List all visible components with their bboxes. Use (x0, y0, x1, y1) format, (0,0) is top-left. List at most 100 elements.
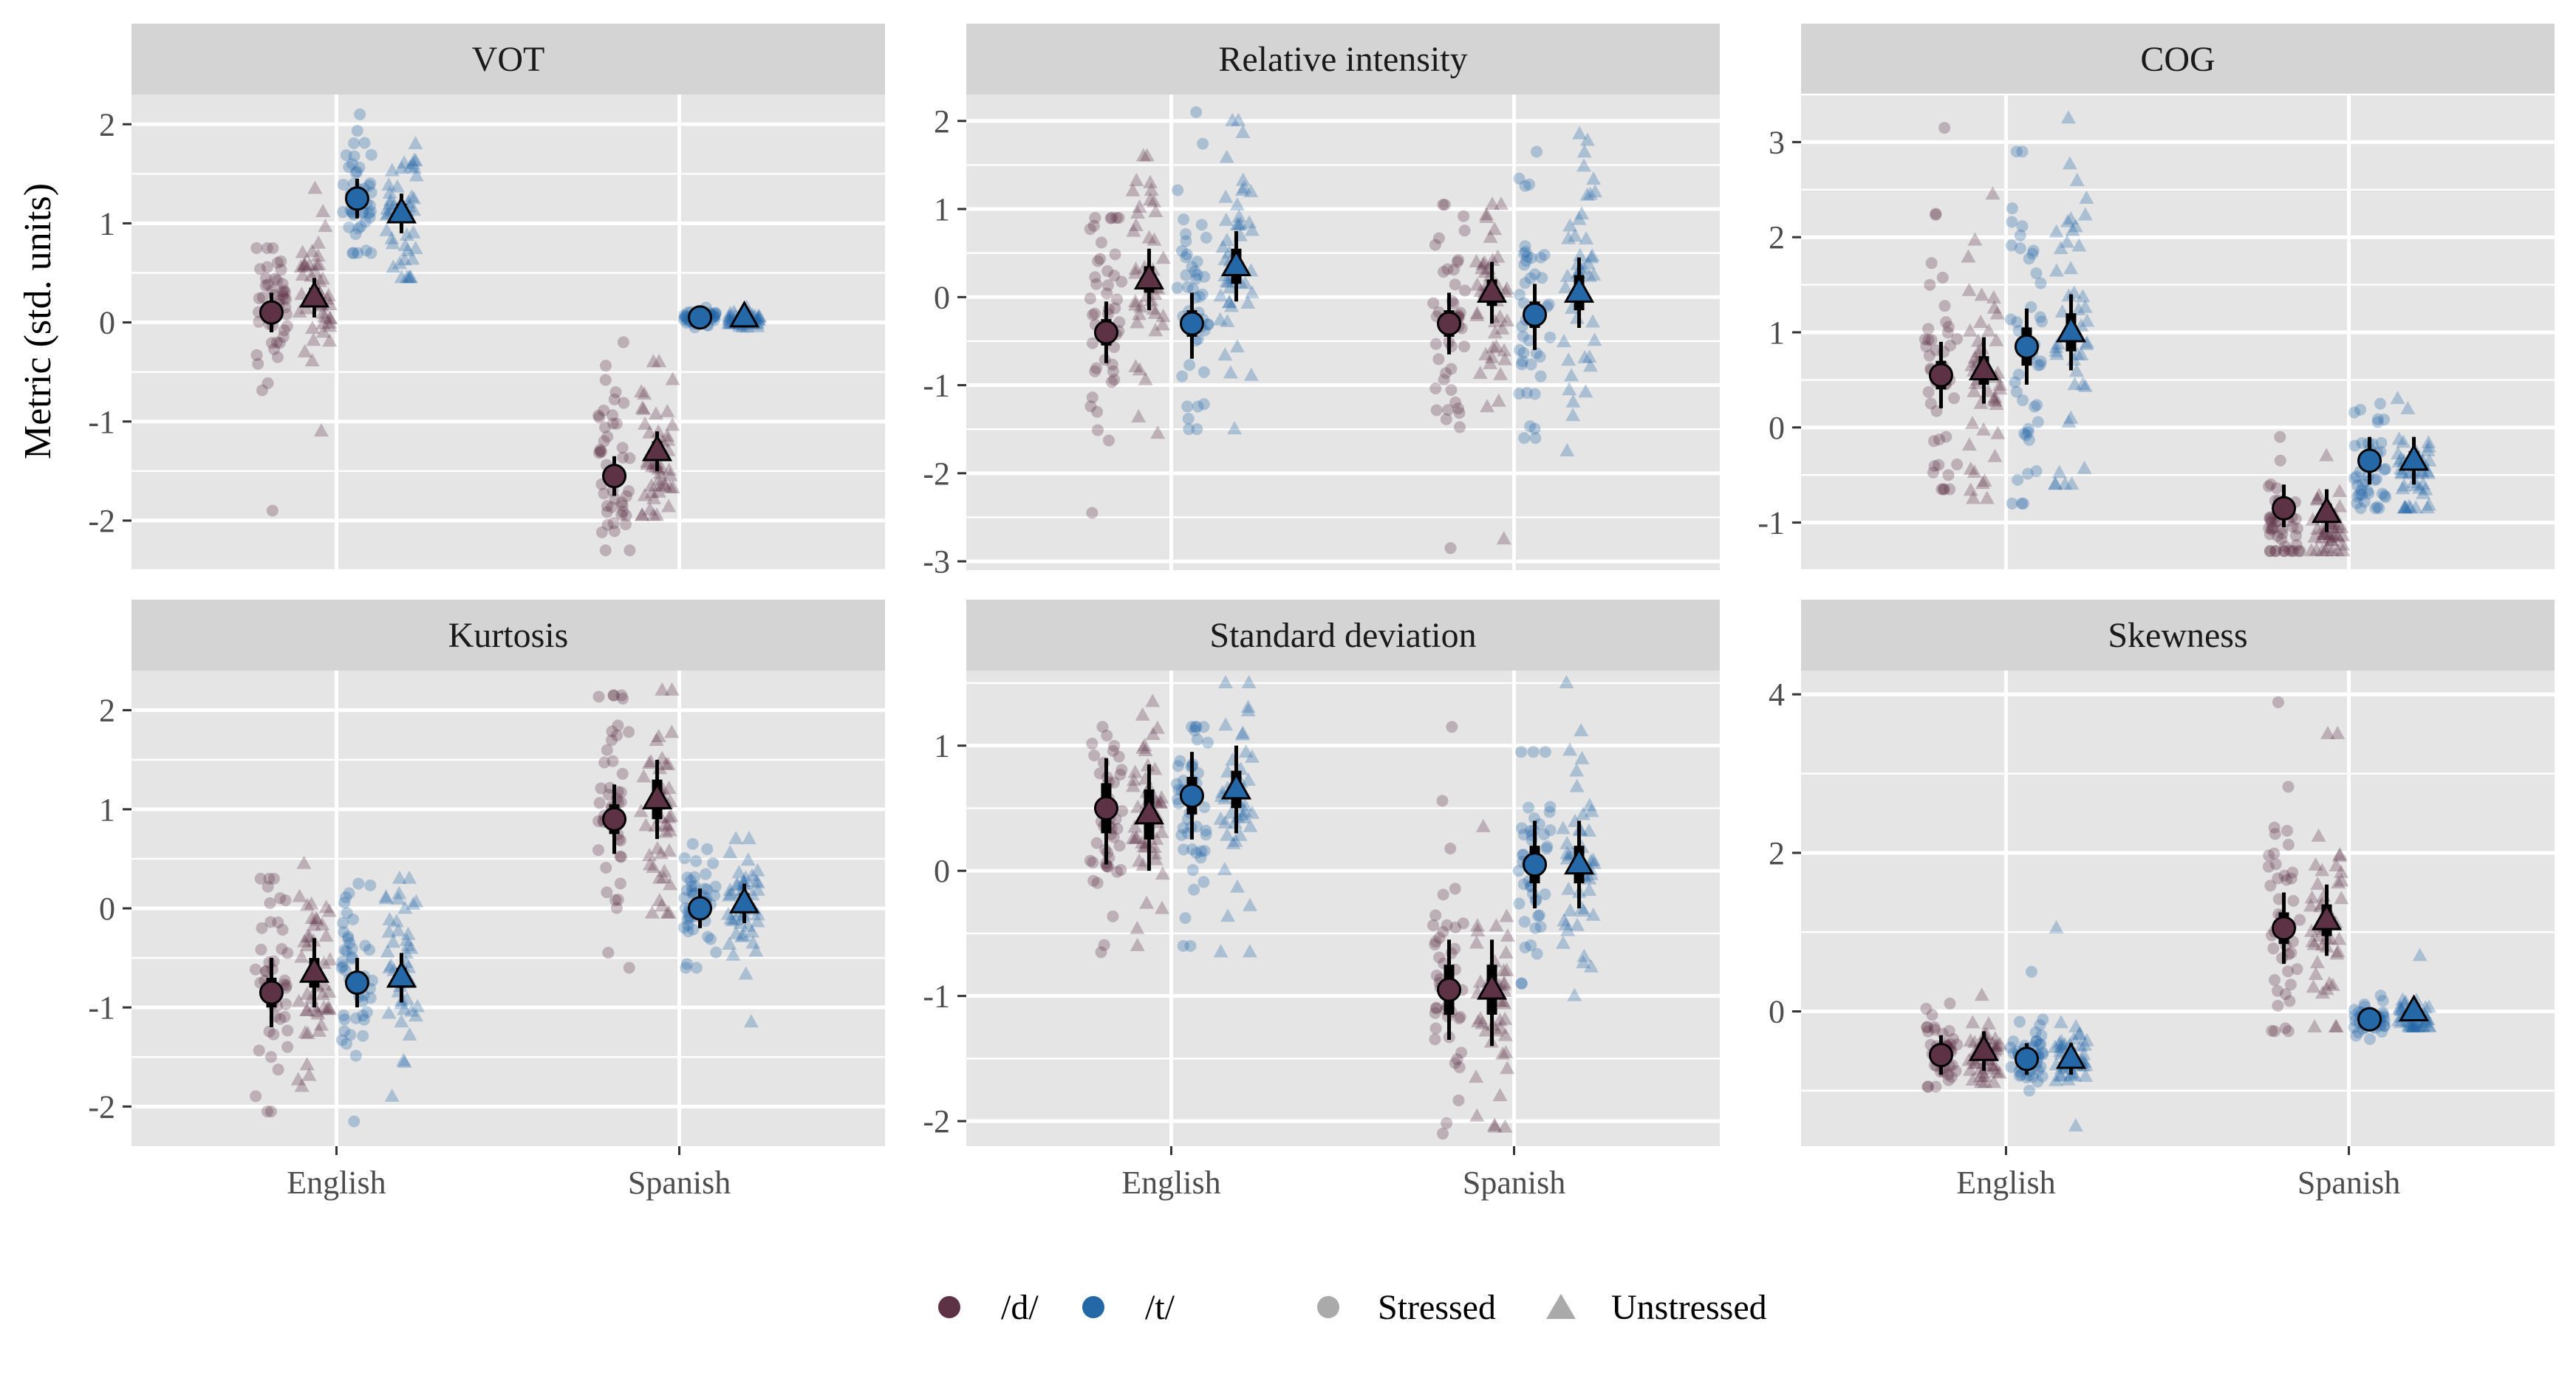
mean-point (386, 960, 417, 988)
raw-point (665, 479, 680, 493)
raw-point (642, 425, 657, 439)
raw-point (1219, 233, 1234, 247)
y-tick-label: -1 (88, 990, 115, 1026)
raw-point (358, 137, 371, 149)
panel-strip (131, 24, 885, 95)
raw-point (1485, 196, 1500, 210)
raw-point (299, 1057, 315, 1071)
legend-label-d: /d/ (1001, 1288, 1039, 1327)
raw-point (1925, 257, 1938, 270)
raw-point (750, 907, 765, 921)
mean-point (2272, 916, 2297, 941)
raw-point (601, 886, 613, 899)
raw-point (1484, 349, 1500, 363)
raw-point (592, 815, 605, 828)
raw-point (2356, 489, 2368, 501)
raw-point (1947, 1032, 1960, 1045)
raw-point (1184, 939, 1197, 952)
raw-point (1568, 228, 1583, 242)
raw-point (750, 863, 765, 877)
raw-point (1974, 987, 1989, 1001)
raw-point (2272, 872, 2284, 885)
raw-point (663, 877, 678, 891)
raw-point (607, 755, 619, 767)
raw-point (1973, 315, 1989, 329)
raw-point (392, 870, 407, 884)
raw-point (400, 926, 416, 940)
y-tick-label: -2 (923, 1103, 950, 1140)
raw-point (1520, 255, 1532, 267)
raw-point (1525, 252, 1537, 264)
raw-point (635, 507, 650, 521)
raw-point (2067, 377, 2083, 391)
raw-point (2291, 522, 2303, 535)
raw-point (1517, 829, 1530, 841)
raw-point (1449, 921, 1462, 933)
raw-point (2049, 346, 2065, 360)
raw-point (2272, 999, 2284, 1012)
mean-point (2311, 496, 2343, 524)
raw-point (2323, 532, 2339, 546)
raw-point (1217, 861, 1232, 875)
raw-point (256, 922, 268, 934)
raw-point (1430, 1001, 1443, 1014)
raw-point (1106, 211, 1118, 224)
raw-point (642, 857, 657, 871)
raw-point (1228, 833, 1243, 847)
raw-point (2265, 515, 2278, 528)
raw-point (321, 984, 337, 998)
raw-point (355, 220, 367, 233)
raw-point (2264, 478, 2277, 490)
y-tick-label: -1 (923, 979, 950, 1015)
raw-point (2308, 857, 2323, 871)
raw-point (2350, 1029, 2363, 1042)
raw-point (1525, 358, 1537, 371)
raw-point (2314, 543, 2330, 557)
raw-point (1582, 186, 1598, 200)
raw-point (2049, 919, 2064, 933)
raw-point (641, 755, 657, 770)
mean-point (1928, 363, 1953, 388)
raw-point (2331, 516, 2346, 530)
raw-point (1559, 851, 1575, 865)
raw-point (601, 744, 613, 756)
raw-point (1569, 763, 1585, 777)
raw-point (1231, 209, 1247, 223)
raw-point (1973, 1075, 1989, 1089)
raw-point (594, 444, 607, 456)
raw-point (615, 851, 627, 863)
raw-point (1453, 407, 1466, 419)
raw-point (2405, 1019, 2421, 1032)
raw-point (1475, 818, 1491, 832)
raw-point (1927, 466, 1939, 479)
raw-point (1175, 829, 1188, 841)
raw-point (1451, 1053, 1463, 1066)
raw-point (2368, 473, 2381, 486)
raw-point (2267, 942, 2280, 955)
raw-point (1567, 987, 1582, 1001)
raw-point (690, 854, 703, 867)
raw-point (2306, 979, 2321, 993)
raw-point (701, 843, 714, 855)
raw-point (2035, 1038, 2047, 1050)
raw-point (1242, 897, 1257, 911)
raw-point (721, 888, 737, 902)
raw-point (397, 900, 413, 914)
raw-point (2050, 336, 2066, 350)
raw-point (1494, 321, 1510, 335)
raw-point (615, 689, 628, 702)
raw-point (2269, 545, 2282, 558)
raw-point (2415, 1019, 2430, 1032)
raw-point (346, 951, 358, 964)
raw-point (1582, 268, 1597, 282)
raw-point (608, 525, 621, 538)
raw-point (2066, 1031, 2082, 1045)
raw-point (2282, 965, 2295, 978)
raw-point (722, 936, 737, 950)
raw-point (2408, 1016, 2423, 1030)
raw-point (2061, 414, 2077, 428)
raw-point (1198, 366, 1210, 378)
x-tick-label: English (1121, 1165, 1220, 1201)
raw-point (1128, 359, 1144, 373)
raw-point (2377, 995, 2389, 1007)
